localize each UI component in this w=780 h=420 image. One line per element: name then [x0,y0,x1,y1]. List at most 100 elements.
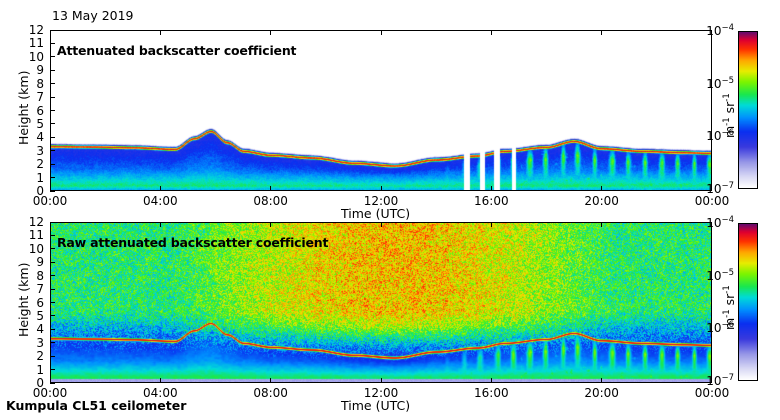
station-label: Kumpula CL51 ceilometer [6,398,187,413]
date-label: 13 May 2019 [52,8,134,23]
y-tick-mark [50,302,55,303]
colorbar-tick-label: 10−7 [706,373,734,388]
x-tick-label: 00:00 [32,386,68,400]
colorbar-tick-label: 10−7 [706,181,734,196]
colorbar-tick-label: 10−4 [706,215,734,230]
x-tick-mark [270,30,272,35]
colorbar-panel1 [738,223,758,381]
y-tick-mark [50,96,55,98]
x-tick-label: 12:00 [363,194,399,208]
colorbar-panel0 [738,31,758,189]
colorbar-units-0: m-1 sr-1 [721,93,737,138]
colorbar-tick-label: 10−4 [706,23,734,38]
x-tick-label: 20:00 [584,194,619,208]
y-tick-label: 1 [36,362,44,377]
x-tick-mark [601,186,603,191]
y-tick-label: 9 [36,255,44,270]
colorbar-tick-label: 10−6 [706,320,734,336]
y-tick-mark [50,369,55,371]
x-tick-mark [490,222,492,227]
y-tick-label: 6 [36,103,44,118]
x-tick-mark [159,30,161,35]
y-tick-label: 5 [36,116,44,131]
y-tick-mark [50,342,55,344]
panel-attenuated-backscatter[interactable]: Attenuated backscatter coefficient [50,30,712,191]
x-tick-mark [270,378,272,383]
y-tick-label: 2 [36,157,44,172]
panel-title-raw: Raw attenuated backscatter coefficient [57,235,329,250]
x-tick-mark [601,378,603,383]
y-axis-label-panel1: Height (km) [16,262,31,337]
colorbar-label-panel1: m-1 sr-1 [722,285,737,330]
x-tick-mark [490,378,492,383]
y-tick-label: 11 [28,228,44,243]
x-tick-mark [159,222,161,227]
y-axis-label-panel0: Height (km) [16,70,31,145]
colorbar-units-1: m-1 sr-1 [721,285,737,330]
y-tick-mark [50,221,55,223]
x-tick-label: 04:00 [143,386,178,400]
y-tick-mark [50,315,55,317]
y-tick-mark [50,69,55,71]
y-tick-mark [50,123,55,125]
y-tick-label: 10 [28,241,44,256]
x-tick-mark [380,222,382,227]
x-axis-label-panel1: Time (UTC) [341,398,411,413]
y-tick-label: 9 [36,63,44,78]
colorbar-tick-label: 10−6 [706,128,734,144]
y-tick-mark [50,150,55,152]
colorbar-tick-label: 10−5 [706,267,734,283]
y-tick-label: 3 [36,143,44,158]
y-tick-label: 5 [36,308,44,323]
x-tick-mark [601,222,603,227]
colorbar-tick-label: 10−5 [706,75,734,91]
x-tick-mark [601,30,603,35]
x-tick-mark [159,378,161,383]
x-tick-mark [380,378,382,383]
x-tick-label: 00:00 [694,194,730,208]
x-tick-label: 00:00 [32,194,68,208]
y-tick-mark [50,163,55,165]
x-axis-label-panel0: Time (UTC) [341,206,411,221]
y-tick-label: 11 [28,36,44,51]
raw-attenuated-backscatter-heatmap[interactable] [51,223,711,382]
x-tick-mark [270,222,272,227]
x-tick-mark [380,186,382,191]
x-tick-label: 16:00 [474,194,509,208]
y-tick-label: 7 [36,282,44,297]
y-tick-label: 8 [36,268,44,283]
x-tick-label: 16:00 [474,386,509,400]
x-tick-label: 12:00 [363,386,399,400]
y-tick-label: 2 [36,349,44,364]
x-tick-mark [159,186,161,191]
y-tick-mark [50,29,55,31]
x-tick-label: 04:00 [143,194,178,208]
y-tick-mark [50,42,55,44]
y-tick-label: 3 [36,335,44,350]
x-tick-mark [490,186,492,191]
y-tick-mark [50,190,55,192]
y-tick-label: 10 [28,49,44,64]
y-tick-mark [50,261,55,263]
x-tick-mark [380,30,382,35]
x-tick-label: 08:00 [253,194,288,208]
x-tick-mark [270,186,272,191]
colorbar-label-panel0: m-1 sr-1 [722,93,737,138]
y-tick-label: 1 [36,170,44,185]
y-tick-mark [50,382,55,384]
y-tick-label: 12 [28,215,44,229]
y-tick-label: 0 [36,376,44,390]
y-tick-label: 4 [36,130,44,145]
y-tick-mark [50,56,55,58]
y-tick-label: 7 [36,90,44,105]
y-tick-mark [50,328,55,330]
y-tick-mark [50,136,55,138]
y-tick-mark [50,83,55,85]
y-tick-label: 4 [36,322,44,337]
x-tick-mark [490,30,492,35]
x-tick-label: 00:00 [694,386,730,400]
y-tick-label: 8 [36,76,44,91]
y-tick-mark [50,355,55,357]
panel-raw-attenuated-backscatter[interactable]: Raw attenuated backscatter coefficient [50,222,712,383]
attenuated-backscatter-heatmap[interactable] [51,31,711,190]
